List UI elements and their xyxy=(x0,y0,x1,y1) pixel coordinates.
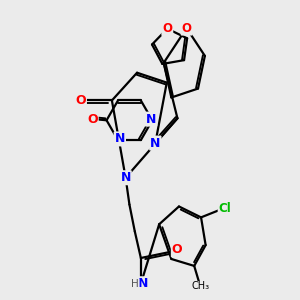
Text: N: N xyxy=(115,132,125,146)
Text: Cl: Cl xyxy=(219,202,231,215)
Text: O: O xyxy=(87,112,98,126)
Text: O: O xyxy=(182,22,192,34)
Text: H: H xyxy=(131,279,139,289)
Text: N: N xyxy=(137,277,148,290)
Text: O: O xyxy=(162,22,172,35)
Text: CH₃: CH₃ xyxy=(192,281,210,292)
Text: O: O xyxy=(75,94,86,107)
Text: N: N xyxy=(150,136,160,150)
Text: N: N xyxy=(120,171,131,184)
Text: N: N xyxy=(146,112,156,126)
Text: O: O xyxy=(172,243,182,256)
